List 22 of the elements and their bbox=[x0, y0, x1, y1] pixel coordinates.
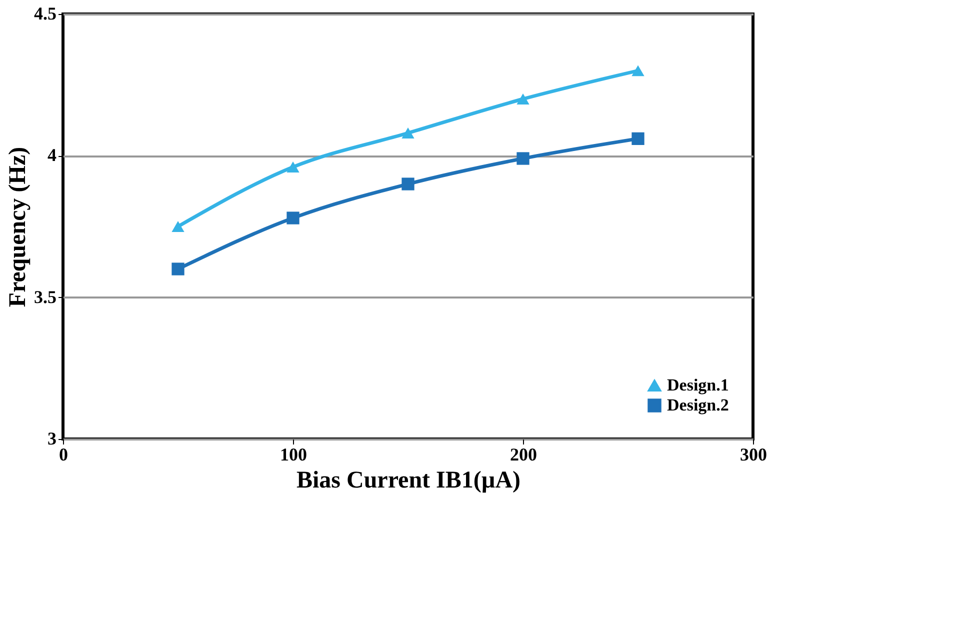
x-tick-label: 0 bbox=[59, 444, 68, 464]
y-axis-title: Frequency (Hz) bbox=[5, 146, 31, 308]
point bbox=[286, 212, 300, 224]
y-tick-label: 4 bbox=[48, 145, 56, 166]
x-tick-label: 300 bbox=[740, 444, 767, 464]
point bbox=[172, 262, 184, 276]
point bbox=[632, 65, 644, 76]
x-axis-title: Bias Current IB1(µA) bbox=[296, 468, 521, 494]
y-tick-label: 3 bbox=[48, 428, 56, 448]
point bbox=[516, 94, 530, 104]
point bbox=[632, 132, 644, 145]
point bbox=[172, 221, 184, 232]
legend-label: Design.1 bbox=[667, 376, 729, 394]
point bbox=[516, 152, 530, 165]
point bbox=[402, 178, 414, 190]
y-tick-label: 4.5 bbox=[34, 4, 56, 24]
x-tick-label: 100 bbox=[280, 444, 307, 464]
x-tick-label: 200 bbox=[510, 444, 537, 464]
legend-label: Design.2 bbox=[667, 396, 729, 414]
point bbox=[286, 162, 300, 172]
y-tick-label: 3.5 bbox=[34, 286, 56, 307]
point bbox=[402, 128, 414, 138]
